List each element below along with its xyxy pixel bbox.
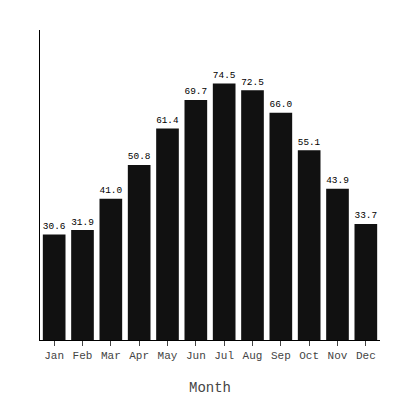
svg-text:Feb: Feb [73,350,93,362]
svg-text:66.0: 66.0 [270,99,293,110]
svg-text:Dec: Dec [356,350,376,362]
svg-text:Mar: Mar [101,350,121,362]
svg-text:Aug: Aug [243,350,263,362]
svg-text:Jun: Jun [186,350,206,362]
svg-text:May: May [158,350,178,362]
svg-text:74.5: 74.5 [213,70,236,81]
svg-text:Sep: Sep [271,350,291,362]
svg-text:30.6: 30.6 [43,221,66,232]
svg-text:Oct: Oct [299,350,319,362]
svg-text:Jul: Jul [214,350,234,362]
svg-text:31.9: 31.9 [71,217,94,228]
svg-text:Month: Month [189,380,231,396]
svg-text:Apr: Apr [129,350,149,362]
svg-text:50.8: 50.8 [128,151,151,162]
svg-text:43.9: 43.9 [326,175,349,186]
svg-text:41.0: 41.0 [100,185,123,196]
svg-text:Nov: Nov [328,350,348,362]
svg-text:33.7: 33.7 [355,210,378,221]
svg-text:69.7: 69.7 [185,86,208,97]
svg-text:Jan: Jan [44,350,64,362]
svg-text:55.1: 55.1 [298,137,321,148]
svg-text:61.4: 61.4 [156,115,179,126]
svg-text:72.5: 72.5 [241,77,264,88]
